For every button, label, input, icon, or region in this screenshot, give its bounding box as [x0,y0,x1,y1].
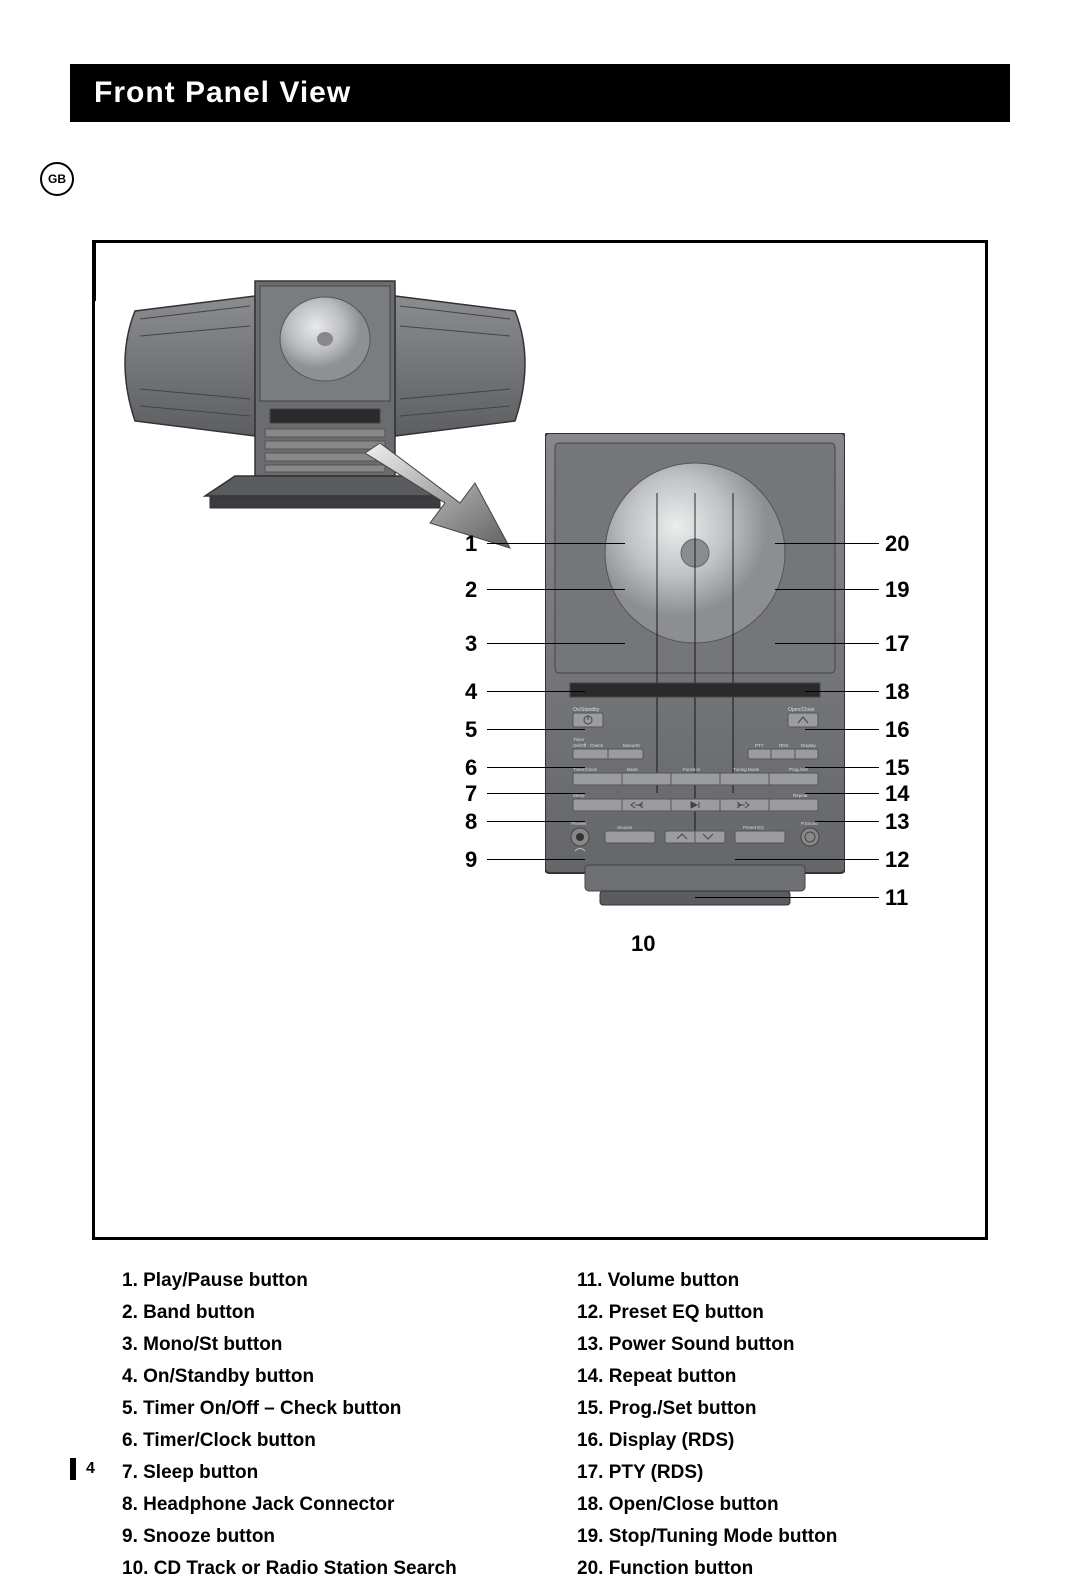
callout-7: 7 [465,781,477,807]
legend-item: 1. Play/Pause button [122,1270,537,1292]
svg-text:Snooze: Snooze [617,825,633,830]
svg-text:PTY: PTY [755,743,764,748]
legend-item: 12. Preset EQ button [577,1302,992,1324]
callout-11: 11 [885,885,908,911]
legend-item: 14. Repeat button [577,1366,992,1388]
callout-2: 2 [465,577,477,603]
legend-item: 10. CD Track or Radio Station Search [122,1558,537,1580]
callout-19: 19 [885,577,909,603]
diagram-frame: On/Standby Open/Close Timer On/Off · Che… [92,240,988,1240]
badge-text: GB [48,172,66,186]
legend-item: 16. Display (RDS) [577,1430,992,1452]
callout-line-12 [735,859,879,860]
legend-column-right: 11. Volume button 12. Preset EQ button 13.… [537,1270,992,1590]
svg-text:Tuning Mode: Tuning Mode [733,767,760,772]
callout-6: 6 [465,755,477,781]
title-bar: Front Panel View [70,64,1010,122]
callout-line-15 [805,767,879,768]
legend-item: 6. Timer/Clock button [122,1430,537,1452]
callout-8: 8 [465,809,477,835]
callout-line-5 [487,729,585,730]
svg-text:Band: Band [627,767,638,772]
legend-column-left: 1. Play/Pause button 2. Band button 3. Mon… [122,1270,537,1590]
svg-text:Mono/St: Mono/St [623,743,641,748]
svg-text:Function: Function [683,767,701,772]
svg-text:On/Standby: On/Standby [573,707,600,713]
legend-item: 7. Sleep button [122,1462,537,1484]
callout-4: 4 [465,679,477,705]
callout-line-20 [775,543,879,544]
callout-18: 18 [885,679,909,705]
callout-line-17 [775,643,879,644]
legend-item: 2. Band button [122,1302,537,1324]
legend-item: 13. Power Sound button [577,1334,992,1356]
callout-1: 1 [465,531,477,557]
page-title: Front Panel View [94,76,351,110]
callout-3: 3 [465,631,477,657]
callout-14: 14 [885,781,909,807]
callout-12: 12 [885,847,909,873]
legend: 1. Play/Pause button 2. Band button 3. Mon… [122,1270,992,1590]
callout-line-16 [805,729,879,730]
legend-item: 3. Mono/St button [122,1334,537,1356]
callout-line-1 [487,543,625,544]
svg-text:Open/Close: Open/Close [788,707,815,713]
callout-line-14 [805,793,879,794]
callout-line-13 [815,821,879,822]
callout-10: 10 [631,931,655,957]
legend-item: 8. Headphone Jack Connector [122,1494,537,1516]
callout-20: 20 [885,531,909,557]
callout-line-8 [487,821,585,822]
footer-mark [70,1458,76,1480]
device-front: On/Standby Open/Close Timer On/Off · Che… [545,433,845,913]
callout-16: 16 [885,717,909,743]
zoom-arrow [355,443,555,583]
svg-text:RDS: RDS [779,743,789,748]
legend-item: 4. On/Standby button [122,1366,537,1388]
legend-item: 5. Timer On/Off – Check button [122,1398,537,1420]
callout-line-2 [487,589,625,590]
legend-item: 9. Snooze button [122,1526,537,1548]
page-number: 4 [86,1460,95,1478]
callout-5: 5 [465,717,477,743]
callout-line-18 [805,691,879,692]
callout-15: 15 [885,755,909,781]
legend-item: 20. Function button [577,1558,992,1580]
callout-line-11 [695,897,879,898]
legend-item: 15. Prog./Set button [577,1398,992,1420]
legend-item: 17. PTY (RDS) [577,1462,992,1484]
page-footer: 4 [70,1458,95,1480]
language-badge: GB [40,162,74,196]
callout-line-19 [775,589,879,590]
callout-10-line [95,243,96,301]
callout-line-3 [487,643,625,644]
legend-item: 18. Open/Close button [577,1494,992,1516]
svg-text:Timer: Timer [573,737,585,742]
legend-item: 11. Volume button [577,1270,992,1292]
callout-line-9 [487,859,585,860]
callout-9: 9 [465,847,477,873]
svg-text:Preset EQ: Preset EQ [743,825,764,830]
svg-text:Display: Display [801,743,817,748]
callout-17: 17 [885,631,909,657]
legend-item: 19. Stop/Tuning Mode button [577,1526,992,1548]
callout-line-6 [487,767,585,768]
callout-line-4 [487,691,585,692]
callout-line-7 [487,793,585,794]
callout-13: 13 [885,809,909,835]
svg-text:On/Off · Check: On/Off · Check [573,743,604,748]
